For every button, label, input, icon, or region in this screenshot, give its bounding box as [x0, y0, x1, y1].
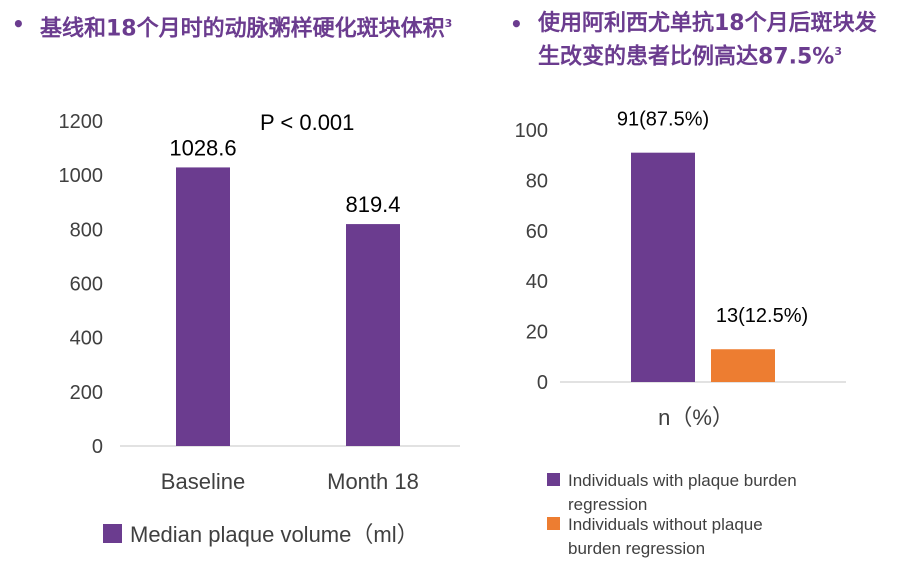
- legend-swatch: [547, 473, 560, 486]
- data-label: 1028.6: [169, 135, 236, 160]
- y-tick-label: 1200: [59, 111, 104, 133]
- bar: [631, 152, 695, 382]
- bullet-icon: •: [12, 12, 25, 36]
- x-tick-label: Baseline: [161, 469, 245, 494]
- y-tick-label: 20: [526, 322, 548, 344]
- y-tick-label: 600: [70, 274, 103, 296]
- data-label: 91(87.5%): [617, 109, 709, 131]
- y-tick-label: 40: [526, 271, 548, 293]
- legend-label: Median plaque volume（ml）: [130, 522, 419, 547]
- legend-label: Individuals without plaque: [568, 515, 763, 534]
- bar: [176, 167, 230, 446]
- legend-label: burden regression: [568, 539, 705, 558]
- y-tick-label: 200: [70, 382, 103, 404]
- legend-label: regression: [568, 495, 647, 514]
- data-label: 13(12.5%): [716, 305, 808, 327]
- y-tick-label: 400: [70, 328, 103, 350]
- heading-left: • 基线和18个月时的动脉粥样硬化斑块体积3: [12, 10, 480, 43]
- heading-right-ref: 3: [834, 45, 842, 58]
- legend-label: Individuals with plaque burden: [568, 471, 797, 490]
- y-tick-label: 0: [537, 372, 548, 394]
- bar: [711, 349, 775, 382]
- data-label: 819.4: [345, 192, 400, 217]
- bar: [346, 224, 400, 446]
- heading-left-text: 基线和18个月时的动脉粥样硬化斑块体积: [40, 16, 445, 42]
- bullet-icon: •: [510, 12, 523, 36]
- y-tick-label: 100: [515, 120, 548, 142]
- legend-swatch: [547, 517, 560, 530]
- heading-right-text: 使用阿利西尤单抗18个月后斑块发生改变的患者比例高达87.5%: [538, 11, 877, 70]
- heading-left-ref: 3: [444, 17, 453, 30]
- heading-right: • 使用阿利西尤单抗18个月后斑块发生改变的患者比例高达87.5%3: [510, 10, 898, 71]
- y-tick-label: 1000: [59, 165, 104, 187]
- y-tick-label: 80: [526, 170, 548, 192]
- x-tick-label: Month 18: [327, 469, 419, 494]
- legend-swatch: [103, 524, 122, 543]
- p-value-annotation: P < 0.001: [260, 110, 354, 135]
- y-tick-label: 0: [92, 436, 103, 458]
- y-tick-label: 800: [70, 219, 103, 241]
- y-tick-label: 60: [526, 221, 548, 243]
- x-axis-title: n（%）: [658, 405, 734, 430]
